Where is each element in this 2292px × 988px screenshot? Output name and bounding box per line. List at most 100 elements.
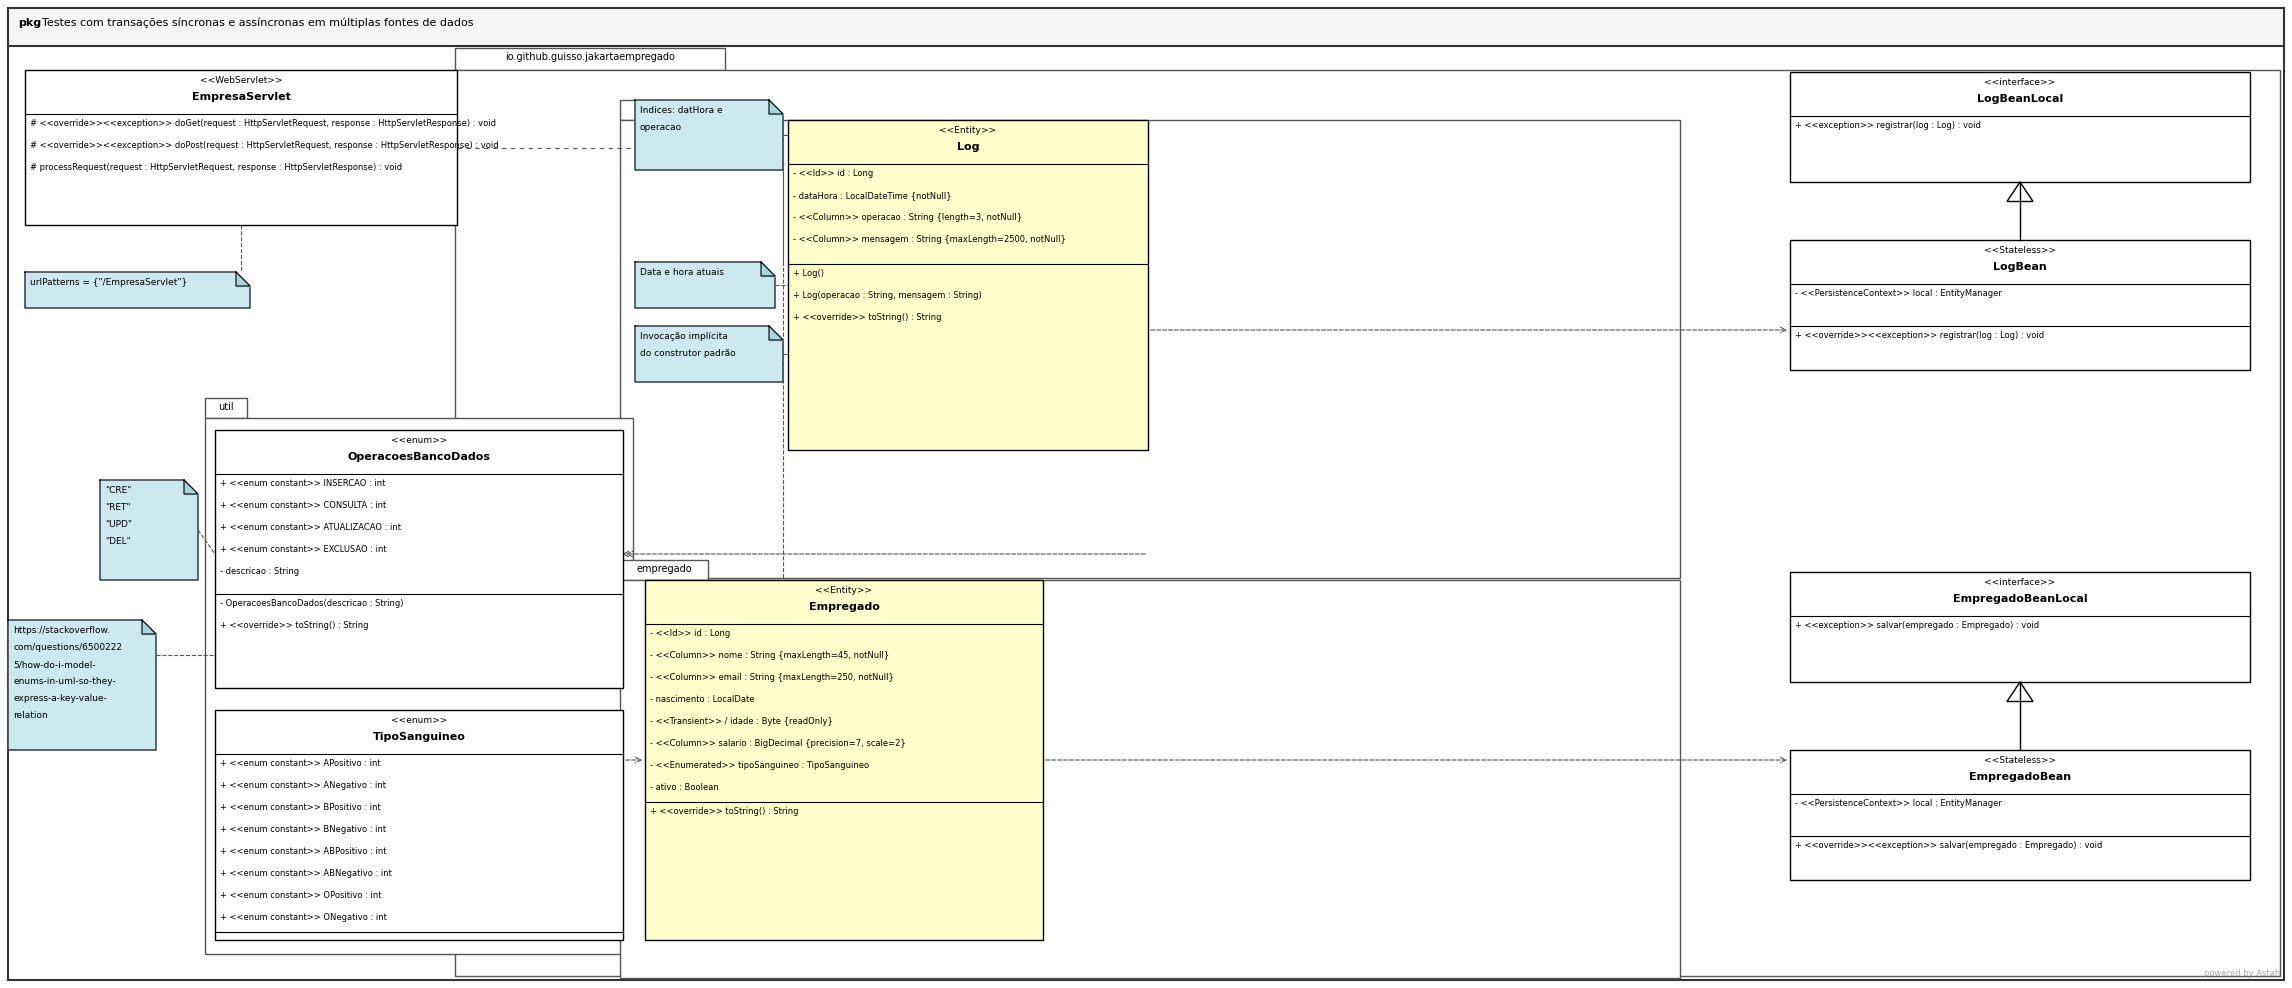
Text: + <<override>> toString() : String: + <<override>> toString() : String xyxy=(793,313,942,322)
Bar xyxy=(644,580,1043,940)
Text: <<Stateless>>: <<Stateless>> xyxy=(1985,246,2056,255)
Text: + <<enum constant>> ATUALIZACAO : int: + <<enum constant>> ATUALIZACAO : int xyxy=(220,523,401,532)
Bar xyxy=(621,580,1680,978)
Text: pkg: pkg xyxy=(18,18,41,28)
Text: do construtor padrão: do construtor padrão xyxy=(639,349,736,358)
Polygon shape xyxy=(635,262,775,308)
Text: powered by Astah: powered by Astah xyxy=(2205,969,2281,978)
Bar xyxy=(621,100,667,120)
Bar xyxy=(204,418,633,954)
Text: TipoSanguineo: TipoSanguineo xyxy=(374,732,465,742)
Polygon shape xyxy=(142,620,156,634)
Text: Indices: datHora e: Indices: datHora e xyxy=(639,106,722,115)
Text: <<interface>>: <<interface>> xyxy=(1985,578,2056,587)
Text: express-a-key-value-: express-a-key-value- xyxy=(14,694,108,703)
Text: OperacoesBancoDados: OperacoesBancoDados xyxy=(348,452,490,462)
Text: urlPatterns = {"/EmpresaServlet"}: urlPatterns = {"/EmpresaServlet"} xyxy=(30,278,188,287)
Bar xyxy=(456,70,2281,976)
Bar xyxy=(788,120,1148,450)
Text: Data e hora atuais: Data e hora atuais xyxy=(639,268,724,277)
Text: empregado: empregado xyxy=(637,564,692,574)
Text: relation: relation xyxy=(14,711,48,720)
Text: + <<enum constant>> CONSULTA : int: + <<enum constant>> CONSULTA : int xyxy=(220,501,387,510)
Text: + Log(): + Log() xyxy=(793,269,825,278)
Text: # <<override>><<exception>> doGet(request : HttpServletRequest, response : HttpS: # <<override>><<exception>> doGet(reques… xyxy=(30,119,495,128)
Text: + <<enum constant>> INSERCAO : int: + <<enum constant>> INSERCAO : int xyxy=(220,479,385,488)
Text: + Log(operacao : String, mensagem : String): + Log(operacao : String, mensagem : Stri… xyxy=(793,291,981,300)
Bar xyxy=(7,8,2285,46)
Text: - <<PersistenceContext>> local : EntityManager: - <<PersistenceContext>> local : EntityM… xyxy=(1795,799,2001,808)
Text: + <<enum constant>> ONegativo : int: + <<enum constant>> ONegativo : int xyxy=(220,913,387,922)
Polygon shape xyxy=(770,326,784,340)
Text: - <<Column>> email : String {maxLength=250, notNull}: - <<Column>> email : String {maxLength=2… xyxy=(651,673,894,682)
Text: <<enum>>: <<enum>> xyxy=(392,436,447,445)
Polygon shape xyxy=(761,262,775,276)
Text: # processRequest(request : HttpServletRequest, response : HttpServletResponse) :: # processRequest(request : HttpServletRe… xyxy=(30,163,401,172)
Text: 5/how-do-i-model-: 5/how-do-i-model- xyxy=(14,660,96,669)
Text: - descricao : String: - descricao : String xyxy=(220,567,300,576)
Text: "CRE": "CRE" xyxy=(105,486,131,495)
Text: - <<Column>> salario : BigDecimal {precision=7, scale=2}: - <<Column>> salario : BigDecimal {preci… xyxy=(651,739,905,748)
Bar xyxy=(215,710,623,940)
Text: util: util xyxy=(218,402,234,412)
Bar xyxy=(1790,72,2251,182)
Text: - <<Transient>> / idade : Byte {readOnly}: - <<Transient>> / idade : Byte {readOnly… xyxy=(651,717,832,726)
Polygon shape xyxy=(7,620,156,750)
Text: # <<override>><<exception>> doPost(request : HttpServletRequest, response : Http: # <<override>><<exception>> doPost(reque… xyxy=(30,141,500,150)
Text: + <<override>> toString() : String: + <<override>> toString() : String xyxy=(651,807,798,816)
Text: Testes com transações síncronas e assíncronas em múltiplas fontes de dados: Testes com transações síncronas e assínc… xyxy=(41,18,474,28)
Text: <<Entity>>: <<Entity>> xyxy=(940,126,997,135)
Bar xyxy=(1790,572,2251,682)
Bar xyxy=(1790,750,2251,880)
Bar xyxy=(621,560,708,580)
Text: Empregado: Empregado xyxy=(809,602,880,612)
Text: LogBeanLocal: LogBeanLocal xyxy=(1978,94,2063,104)
Text: - OperacoesBancoDados(descricao : String): - OperacoesBancoDados(descricao : String… xyxy=(220,599,403,608)
Text: https://stackoverflow.: https://stackoverflow. xyxy=(14,626,110,635)
Bar xyxy=(215,430,623,688)
Text: io.github.guisso.jakartaempregado: io.github.guisso.jakartaempregado xyxy=(504,52,674,62)
Text: + <<enum constant>> ABNegativo : int: + <<enum constant>> ABNegativo : int xyxy=(220,869,392,878)
Text: + <<enum constant>> BNegativo : int: + <<enum constant>> BNegativo : int xyxy=(220,825,385,834)
Text: - <<Column>> operacao : String {length=3, notNull}: - <<Column>> operacao : String {length=3… xyxy=(793,213,1022,222)
Text: - <<Id>> id : Long: - <<Id>> id : Long xyxy=(651,629,731,638)
Text: + <<exception>> registrar(log : Log) : void: + <<exception>> registrar(log : Log) : v… xyxy=(1795,121,1980,130)
Text: + <<enum constant>> ABPositivo : int: + <<enum constant>> ABPositivo : int xyxy=(220,847,387,856)
Text: + <<enum constant>> BPositivo : int: + <<enum constant>> BPositivo : int xyxy=(220,803,380,812)
Text: - nascimento : LocalDate: - nascimento : LocalDate xyxy=(651,695,754,704)
Polygon shape xyxy=(236,272,250,286)
Text: + <<override>><<exception>> salvar(empregado : Empregado) : void: + <<override>><<exception>> salvar(empre… xyxy=(1795,841,2102,850)
Text: "UPD": "UPD" xyxy=(105,520,133,529)
Polygon shape xyxy=(25,272,250,308)
Bar xyxy=(621,120,1680,578)
Bar xyxy=(204,398,248,418)
Text: <<enum>>: <<enum>> xyxy=(392,716,447,725)
Text: Invocação implícita: Invocação implícita xyxy=(639,332,729,341)
Text: LogBean: LogBean xyxy=(1994,262,2047,272)
Text: - <<Column>> nome : String {maxLength=45, notNull}: - <<Column>> nome : String {maxLength=45… xyxy=(651,651,889,660)
Text: - <<Column>> mensagem : String {maxLength=2500, notNull}: - <<Column>> mensagem : String {maxLengt… xyxy=(793,235,1066,244)
Text: EmpregadoBean: EmpregadoBean xyxy=(1969,772,2072,782)
Text: + <<override>><<exception>> registrar(log : Log) : void: + <<override>><<exception>> registrar(lo… xyxy=(1795,331,2044,340)
Text: - dataHora : LocalDateTime {notNull}: - dataHora : LocalDateTime {notNull} xyxy=(793,191,951,200)
Text: + <<enum constant>> ANegativo : int: + <<enum constant>> ANegativo : int xyxy=(220,781,385,790)
Bar xyxy=(1790,240,2251,370)
Text: <<Stateless>>: <<Stateless>> xyxy=(1985,756,2056,765)
Polygon shape xyxy=(101,480,197,580)
Polygon shape xyxy=(635,100,784,170)
Text: + <<enum constant>> APositivo : int: + <<enum constant>> APositivo : int xyxy=(220,759,380,768)
Text: EmpresaServlet: EmpresaServlet xyxy=(193,92,291,102)
Text: + <<exception>> salvar(empregado : Empregado) : void: + <<exception>> salvar(empregado : Empre… xyxy=(1795,621,2040,630)
Text: <<interface>>: <<interface>> xyxy=(1985,78,2056,87)
Polygon shape xyxy=(183,480,197,494)
Polygon shape xyxy=(770,100,784,114)
Text: EmpregadoBeanLocal: EmpregadoBeanLocal xyxy=(1953,594,2088,604)
Text: "DEL": "DEL" xyxy=(105,537,131,546)
Text: + <<enum constant>> OPositivo : int: + <<enum constant>> OPositivo : int xyxy=(220,891,380,900)
Text: <<Entity>>: <<Entity>> xyxy=(816,586,873,595)
Text: log: log xyxy=(637,104,651,114)
Text: <<WebServlet>>: <<WebServlet>> xyxy=(199,76,282,85)
Text: enums-in-uml-so-they-: enums-in-uml-so-they- xyxy=(14,677,117,686)
Text: - ativo : Boolean: - ativo : Boolean xyxy=(651,783,720,792)
Text: + <<enum constant>> EXCLUSAO : int: + <<enum constant>> EXCLUSAO : int xyxy=(220,545,387,554)
